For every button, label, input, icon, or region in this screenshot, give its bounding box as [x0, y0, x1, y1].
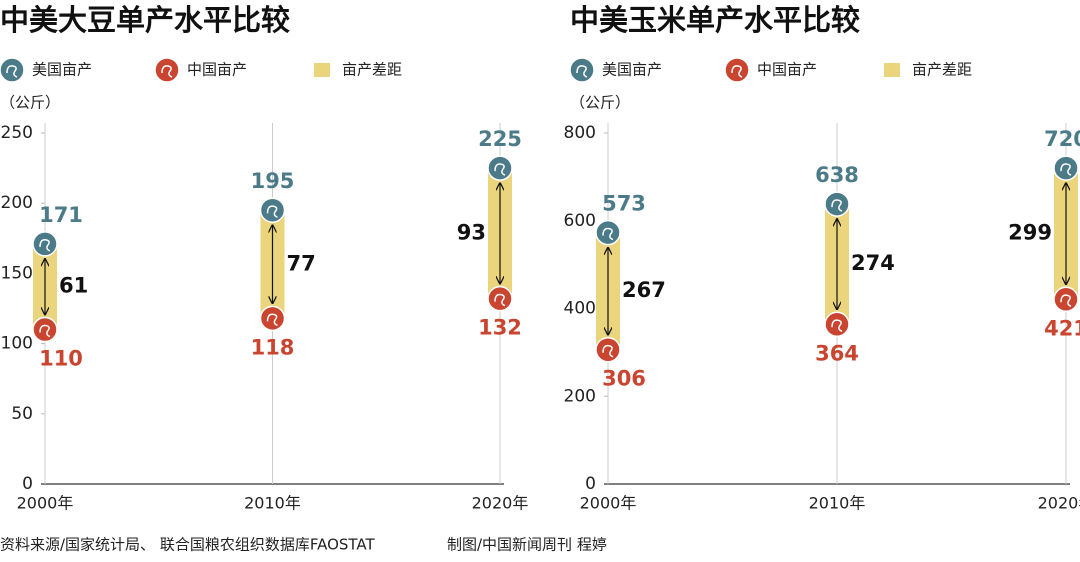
- china-point: [32, 316, 58, 343]
- x-tick-label: 2020年: [472, 494, 529, 513]
- us-point: [487, 155, 513, 181]
- us-point-circle: [32, 231, 58, 257]
- china-point-glyph: [831, 319, 843, 332]
- legend-icon-glyph: [161, 65, 173, 78]
- x-tick-label: 2000年: [17, 494, 74, 513]
- y-tick-label: 100: [1, 334, 33, 354]
- legend-label: 中国亩产: [757, 61, 817, 79]
- footer-source: 资料来源/国家统计局、 联合国粮农组织数据库FAOSTAT: [0, 536, 375, 554]
- legend-icon: [724, 57, 750, 83]
- china-point-circle: [595, 336, 621, 363]
- china-value-label: 364: [815, 341, 859, 365]
- legend-icon: [154, 57, 180, 83]
- y-axis-label: （公斤）: [570, 94, 630, 112]
- legend-label: 亩产差距: [342, 61, 402, 79]
- gap-label: 267: [622, 278, 666, 302]
- gap-label: 299: [1008, 221, 1052, 245]
- china-point-circle: [1053, 286, 1079, 313]
- y-tick-label: 400: [564, 299, 596, 319]
- legend-icon-glyph: [576, 65, 588, 78]
- x-tick-label: 2010年: [809, 494, 866, 513]
- china-point: [1053, 286, 1079, 313]
- china-point-circle: [32, 316, 58, 343]
- legend-label: 中国亩产: [187, 61, 247, 79]
- legend-label: 美国亩产: [602, 61, 662, 79]
- legend-label: 亩产差距: [912, 61, 972, 79]
- us-point-glyph: [39, 239, 51, 252]
- legend-icon-circle: [0, 57, 25, 83]
- y-tick-label: 0: [585, 474, 596, 494]
- us-value-label: 171: [39, 203, 83, 227]
- china-point-glyph: [602, 344, 614, 358]
- legend-swatch: [314, 63, 330, 77]
- legend-icon-circle: [154, 57, 180, 83]
- china-point-glyph: [1060, 294, 1072, 307]
- x-tick-label: 2000年: [580, 494, 637, 513]
- y-tick-label: 250: [1, 123, 33, 143]
- legend-icon: [0, 57, 25, 83]
- us-point-circle: [487, 155, 513, 181]
- us-point-glyph: [266, 205, 278, 218]
- china-point: [487, 285, 513, 312]
- x-tick-label: 2010年: [244, 494, 301, 513]
- us-point: [824, 191, 850, 217]
- us-point: [595, 219, 621, 246]
- footer-credit: 制图/中国新闻周刊 程婷: [447, 536, 607, 554]
- y-tick-label: 200: [564, 386, 596, 406]
- china-value-label: 421: [1044, 316, 1080, 340]
- us-point-circle: [1053, 155, 1079, 181]
- china-value-label: 132: [478, 316, 522, 340]
- y-tick-label: 600: [564, 211, 596, 231]
- chart-title: 中美大豆单产水平比较: [0, 3, 290, 37]
- us-point-circle: [595, 219, 621, 246]
- us-value-label: 638: [815, 163, 859, 187]
- china-point-glyph: [266, 313, 278, 327]
- gap-label: 61: [59, 274, 88, 298]
- gap-label: 93: [457, 220, 486, 244]
- china-value-label: 306: [602, 367, 646, 391]
- y-axis-label: （公斤）: [0, 94, 60, 112]
- china-point: [595, 336, 621, 363]
- china-point-circle: [824, 311, 850, 338]
- us-point-glyph: [494, 163, 506, 176]
- us-value-label: 195: [251, 169, 295, 193]
- us-point: [1053, 155, 1079, 181]
- us-point: [32, 231, 58, 257]
- legend-icon: [569, 57, 595, 83]
- us-value-label: 720: [1044, 127, 1080, 151]
- china-point-glyph: [494, 293, 506, 307]
- china-point: [259, 305, 286, 332]
- us-point-circle: [824, 191, 850, 217]
- china-value-label: 110: [39, 347, 83, 371]
- us-point-glyph: [831, 199, 843, 212]
- us-point: [259, 197, 286, 223]
- legend-icon-glyph: [731, 65, 743, 78]
- legend-swatch: [884, 63, 900, 77]
- y-tick-label: 0: [22, 474, 33, 494]
- us-value-label: 225: [478, 127, 522, 151]
- us-point-glyph: [602, 227, 614, 241]
- y-tick-label: 50: [11, 404, 33, 424]
- x-tick-label: 2020年: [1038, 494, 1080, 513]
- legend-label: 美国亩产: [32, 61, 92, 79]
- us-point-circle: [259, 197, 286, 223]
- china-point: [824, 311, 850, 338]
- legend-icon-circle: [569, 57, 595, 83]
- china-point-glyph: [39, 324, 51, 338]
- us-value-label: 573: [602, 192, 646, 216]
- legend-icon-circle: [724, 57, 750, 83]
- y-tick-label: 200: [1, 193, 33, 213]
- china-point-circle: [487, 285, 513, 312]
- gap-label: 274: [851, 251, 895, 275]
- y-tick-label: 150: [1, 263, 33, 283]
- us-point-glyph: [1060, 163, 1072, 176]
- legend-icon-glyph: [6, 65, 18, 78]
- chart-title: 中美玉米单产水平比较: [570, 3, 860, 37]
- china-value-label: 118: [251, 335, 295, 359]
- china-point-circle: [259, 305, 286, 332]
- gap-label: 77: [287, 251, 316, 275]
- y-tick-label: 800: [564, 123, 596, 143]
